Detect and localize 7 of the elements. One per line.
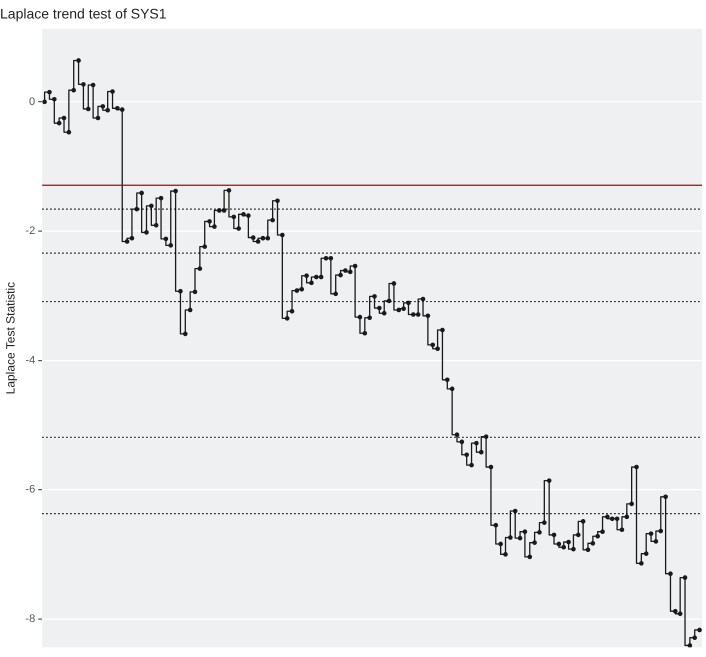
chart-title: Laplace trend test of SYS1	[0, 5, 167, 22]
y-tick-label: -6	[25, 484, 36, 496]
y-tick-label: 0	[29, 96, 36, 108]
y-tick-label: -4	[25, 354, 36, 366]
y-tick-label: -2	[25, 225, 36, 238]
y-axis-title: Laplace Test Statistic	[4, 282, 18, 394]
y-tick-label: -8	[25, 612, 36, 625]
